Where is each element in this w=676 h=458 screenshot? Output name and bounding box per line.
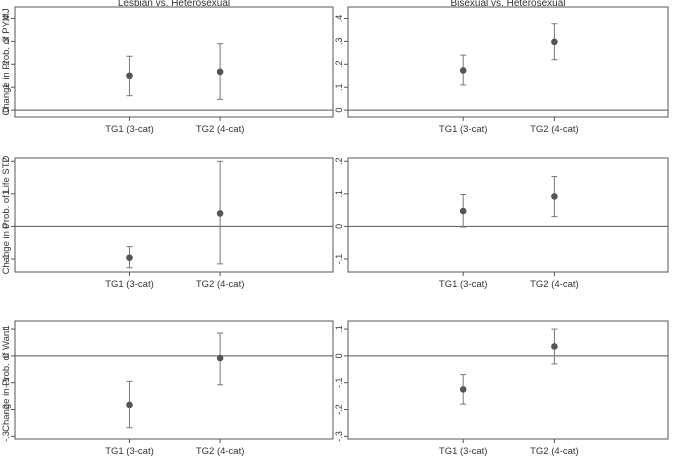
y-axis-label: Change in Prob. of Want xyxy=(1,328,12,432)
y-tick-label: .2 xyxy=(1,157,11,165)
panel-bottom-right: -.3 -.2 -.1 0 .1 TG1 (3-cat) TG2 (4-cat) xyxy=(334,320,669,457)
x-tick-label: TG2 (4-cat) xyxy=(196,279,245,290)
y-tick-label: .2 xyxy=(334,61,344,69)
x-tick-label: TG2 (4-cat) xyxy=(530,124,579,135)
y-tick-label: -.1 xyxy=(334,377,344,388)
panel-middle-left: -.1 0 .1 .2 TG1 (3-cat) TG2 (4-cat) Change in … xyxy=(1,155,334,290)
point-estimate xyxy=(551,38,558,46)
y-tick-label: 0 xyxy=(1,108,11,113)
y-tick-label: .4 xyxy=(334,15,344,23)
x-tick-label: TG2 (4-cat) xyxy=(196,124,245,135)
y-axis-label: Change in Prob. of Life STD xyxy=(1,155,12,274)
y-tick-label: 0 xyxy=(1,353,11,358)
x-tick-label: TG1 (3-cat) xyxy=(105,124,154,135)
y-tick-label: .2 xyxy=(1,61,11,69)
x-tick-label: TG1 (3-cat) xyxy=(439,446,488,457)
y-tick-label: .1 xyxy=(334,83,344,91)
plot-frame xyxy=(347,320,669,440)
y-tick-label: 0 xyxy=(334,353,344,358)
plot-frame xyxy=(347,157,669,273)
y-tick-label: -.1 xyxy=(334,254,344,265)
y-tick-label: 0 xyxy=(334,108,344,113)
panel-middle-right: -.1 0 .1 .2 TG1 (3-cat) TG2 (4-cat) xyxy=(334,157,669,290)
y-tick-label: .1 xyxy=(1,83,11,91)
x-tick-label: TG2 (4-cat) xyxy=(196,446,245,457)
y-axis-label: Change in Prob. of PYMJ xyxy=(1,8,12,115)
panel-title: Bisexual vs. Heterosexual xyxy=(450,0,565,9)
point-estimate xyxy=(459,386,467,393)
point-estimate xyxy=(126,254,133,261)
y-tick-label: .2 xyxy=(334,157,344,165)
x-tick-label: TG1 (3-cat) xyxy=(439,124,488,135)
point-estimate xyxy=(459,207,467,215)
y-tick-label: .1 xyxy=(334,190,344,198)
point-estimate xyxy=(216,354,224,362)
panel-title: Lesbian vs. Heterosexual xyxy=(118,0,230,9)
point-estimate xyxy=(551,193,558,200)
y-tick-label: -.3 xyxy=(1,431,11,442)
y-tick-label: .3 xyxy=(334,38,344,46)
x-tick-label: TG2 (4-cat) xyxy=(530,446,579,457)
y-tick-label: .1 xyxy=(1,190,11,198)
x-tick-label: TG1 (3-cat) xyxy=(105,279,154,290)
point-estimate xyxy=(126,401,133,409)
y-tick-label: -.3 xyxy=(334,431,344,442)
plot-frame xyxy=(14,157,334,273)
x-tick-label: TG1 (3-cat) xyxy=(439,279,488,290)
y-tick-label: .3 xyxy=(1,38,11,46)
point-estimate xyxy=(459,67,467,74)
point-estimate xyxy=(551,343,558,350)
plot-frame xyxy=(14,320,334,440)
panel-top-right: 0 .1 .2 .3 .4 TG1 (3-cat) TG2 (4-cat) Bisexual … xyxy=(334,0,669,135)
y-tick-label: .1 xyxy=(1,325,11,333)
y-tick-label: -.1 xyxy=(1,377,11,388)
x-tick-label: TG2 (4-cat) xyxy=(530,279,579,290)
y-tick-label: .1 xyxy=(334,325,344,333)
y-tick-label: -.2 xyxy=(1,404,11,415)
panel-bottom-left: -.3 -.2 -.1 0 .1 TG1 (3-cat) TG2 (4-cat) Change… xyxy=(1,320,334,457)
y-tick-label: -.1 xyxy=(1,254,11,265)
x-tick-label: TG1 (3-cat) xyxy=(105,446,154,457)
y-tick-label: 0 xyxy=(334,224,344,229)
panel-top-left: 0 .1 .2 .3 .4 TG1 (3-cat) TG2 (4-cat) Lesbian v… xyxy=(1,0,334,135)
plot-frame xyxy=(347,6,669,118)
point-estimate xyxy=(126,72,133,80)
y-tick-label: .4 xyxy=(1,15,11,23)
plot-frame xyxy=(14,6,334,118)
y-tick-label: 0 xyxy=(1,224,11,229)
y-tick-label: -.2 xyxy=(334,404,344,415)
point-estimate xyxy=(216,210,224,217)
point-estimate xyxy=(216,68,224,76)
